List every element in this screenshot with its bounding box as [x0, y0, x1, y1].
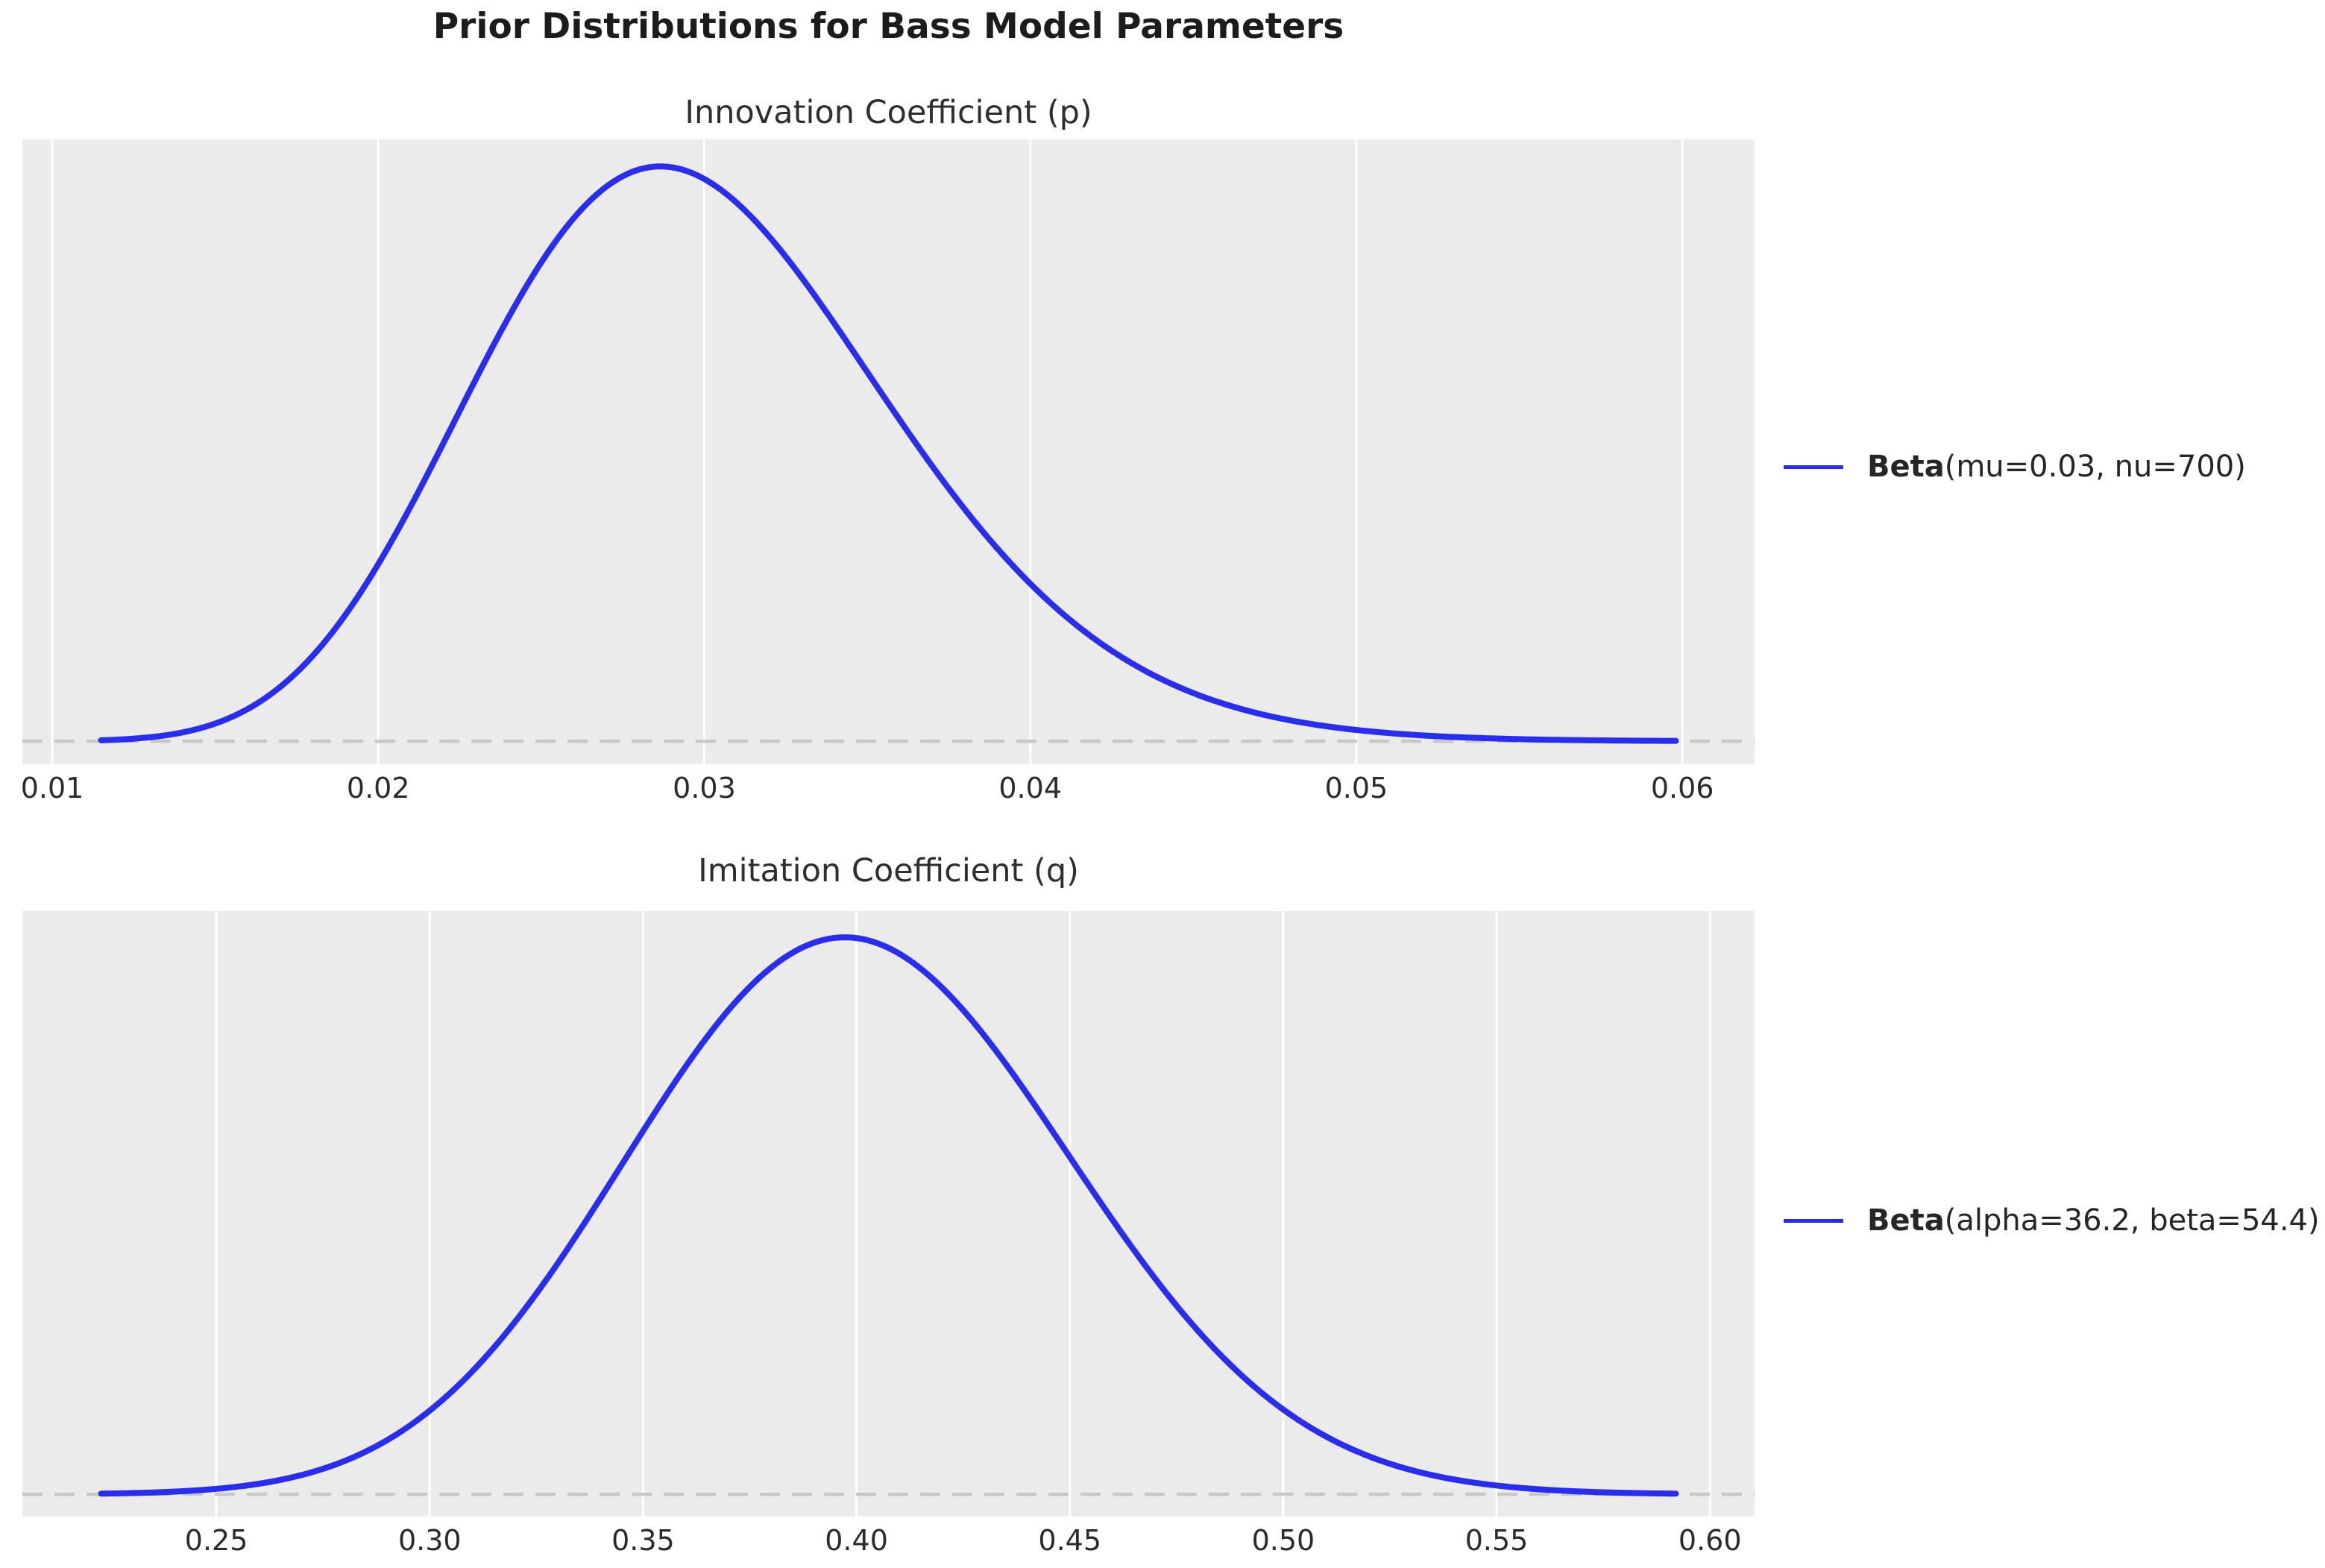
subplot-title-innovation: Innovation Coefficient (p) — [685, 94, 1092, 131]
legend-label: Beta(alpha=36.2, beta=54.4) — [1867, 1203, 2320, 1238]
plot-area-imitation — [22, 911, 1755, 1517]
x-tick-label: 0.55 — [1464, 1524, 1529, 1557]
x-tick-label: 0.05 — [1324, 772, 1388, 805]
pdf-curve — [98, 163, 1679, 744]
pdf-chart-svg — [22, 911, 1755, 1517]
x-axis-innovation: 0.01 0.02 0.03 0.04 0.05 0.06 — [20, 772, 1755, 809]
plot-area-innovation — [22, 139, 1755, 764]
x-tick-label: 0.45 — [1038, 1524, 1102, 1557]
x-tick-label: 0.03 — [673, 772, 736, 805]
legend-label-distribution-name: Beta — [1867, 1203, 1945, 1238]
plot-background — [22, 911, 1755, 1517]
x-tick-label: 0.40 — [825, 1524, 888, 1557]
x-tick-label: 0.60 — [1678, 1524, 1742, 1557]
pdf-curve — [98, 934, 1679, 1497]
legend-label-parameters: (alpha=36.2, beta=54.4) — [1944, 1203, 2320, 1238]
x-tick-label: 0.50 — [1251, 1524, 1315, 1557]
figure-title: Prior Distributions for Bass Model Param… — [432, 6, 1344, 47]
x-tick-label: 0.35 — [611, 1524, 675, 1557]
plot-background — [22, 139, 1755, 764]
x-tick-label: 0.25 — [184, 1524, 248, 1557]
x-tick-label: 0.01 — [20, 772, 84, 805]
x-tick-label: 0.06 — [1650, 772, 1714, 805]
legend-line-sample — [1784, 465, 1843, 469]
legend-line-sample — [1784, 1218, 1843, 1223]
x-tick-label: 0.30 — [397, 1524, 462, 1557]
x-axis-imitation: 0.25 0.30 0.35 0.40 0.45 0.50 0.55 0.60 — [22, 1524, 1755, 1561]
subplot-title-imitation: Imitation Coefficient (q) — [698, 852, 1079, 890]
x-tick-label: 0.02 — [346, 772, 410, 805]
legend-label-distribution-name: Beta — [1867, 450, 1945, 484]
legend-label-parameters: (mu=0.03, nu=700) — [1944, 450, 2246, 484]
legend-label: Beta(mu=0.03, nu=700) — [1867, 450, 2246, 484]
legend-imitation: Beta(alpha=36.2, beta=54.4) — [1784, 1203, 2320, 1238]
pdf-chart-svg — [22, 139, 1755, 764]
legend-innovation: Beta(mu=0.03, nu=700) — [1784, 450, 2246, 484]
x-tick-label: 0.04 — [998, 772, 1062, 805]
